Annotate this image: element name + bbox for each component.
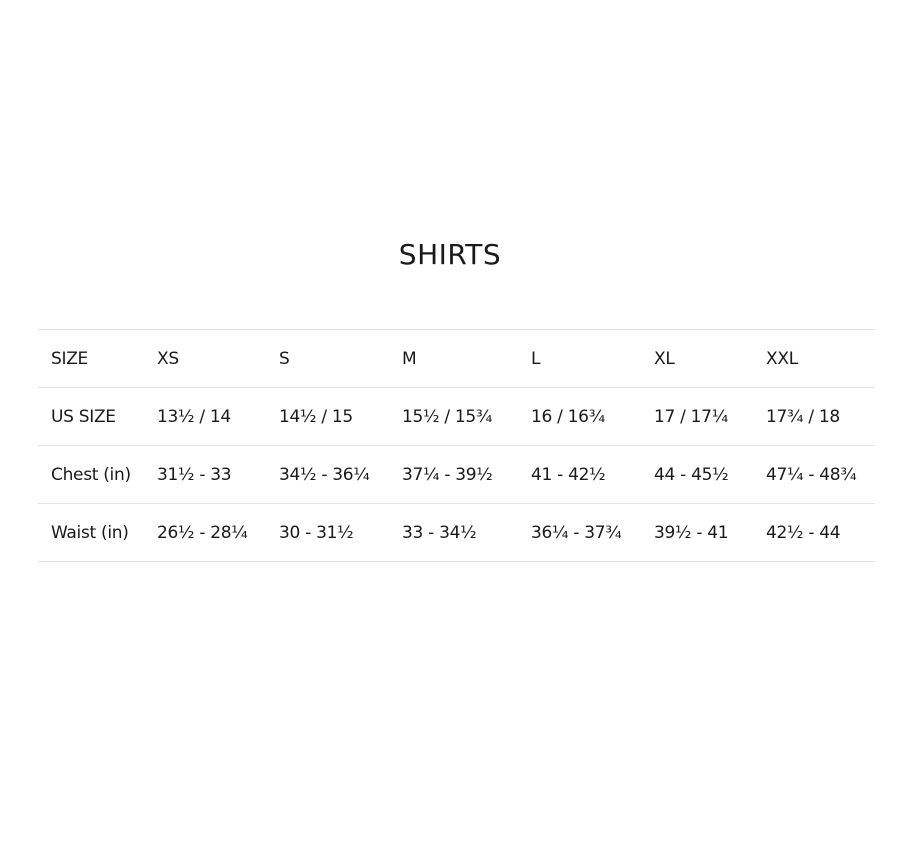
row-label: Waist (in)	[38, 503, 144, 562]
table-cell: 13½ / 14	[144, 387, 266, 446]
table-cell: L	[518, 329, 641, 388]
size-header-row: SIZE XS S M L XL XXL	[38, 329, 875, 388]
us-size-row: US SIZE 13½ / 14 14½ / 15 15½ / 15¾ 16 / 16¾…	[38, 387, 875, 446]
table-cell: 41 - 42½	[518, 445, 641, 504]
table-cell: 42½ - 44	[753, 503, 875, 562]
table-cell: 37¼ - 39½	[389, 445, 518, 504]
table-cell: 39½ - 41	[641, 503, 753, 562]
table-cell: 34½ - 36¼	[266, 445, 389, 504]
table-cell: 15½ / 15¾	[389, 387, 518, 446]
table-cell: 17 / 17¼	[641, 387, 753, 446]
table-cell: 44 - 45½	[641, 445, 753, 504]
waist-row: Waist (in) 26½ - 28¼ 30 - 31½ 33 - 34½ 36¼ -…	[38, 503, 875, 562]
table-cell: M	[389, 329, 518, 388]
table-cell: 17¾ / 18	[753, 387, 875, 446]
table-cell: XL	[641, 329, 753, 388]
table-cell: XXL	[753, 329, 875, 388]
table-cell: XS	[144, 329, 266, 388]
chest-row: Chest (in) 31½ - 33 34½ - 36¼ 37¼ - 39½ 41 -…	[38, 445, 875, 504]
row-label: US SIZE	[38, 387, 144, 446]
table-cell: 36¼ - 37¾	[518, 503, 641, 562]
size-chart-table: SIZE XS S M L XL XXL US SIZE 13½ / 14 14½ / 15 15½…	[38, 329, 875, 562]
table-cell: 16 / 16¾	[518, 387, 641, 446]
table-cell: S	[266, 329, 389, 388]
table-cell: 30 - 31½	[266, 503, 389, 562]
table-cell: 26½ - 28¼	[144, 503, 266, 562]
table-cell: 14½ / 15	[266, 387, 389, 446]
page-title: SHIRTS	[398, 238, 502, 271]
table-cell: 33 - 34½	[389, 503, 518, 562]
table-cell: 31½ - 33	[144, 445, 266, 504]
row-label: Chest (in)	[38, 445, 144, 504]
table-cell: 47¼ - 48¾	[753, 445, 875, 504]
row-label: SIZE	[38, 329, 144, 388]
